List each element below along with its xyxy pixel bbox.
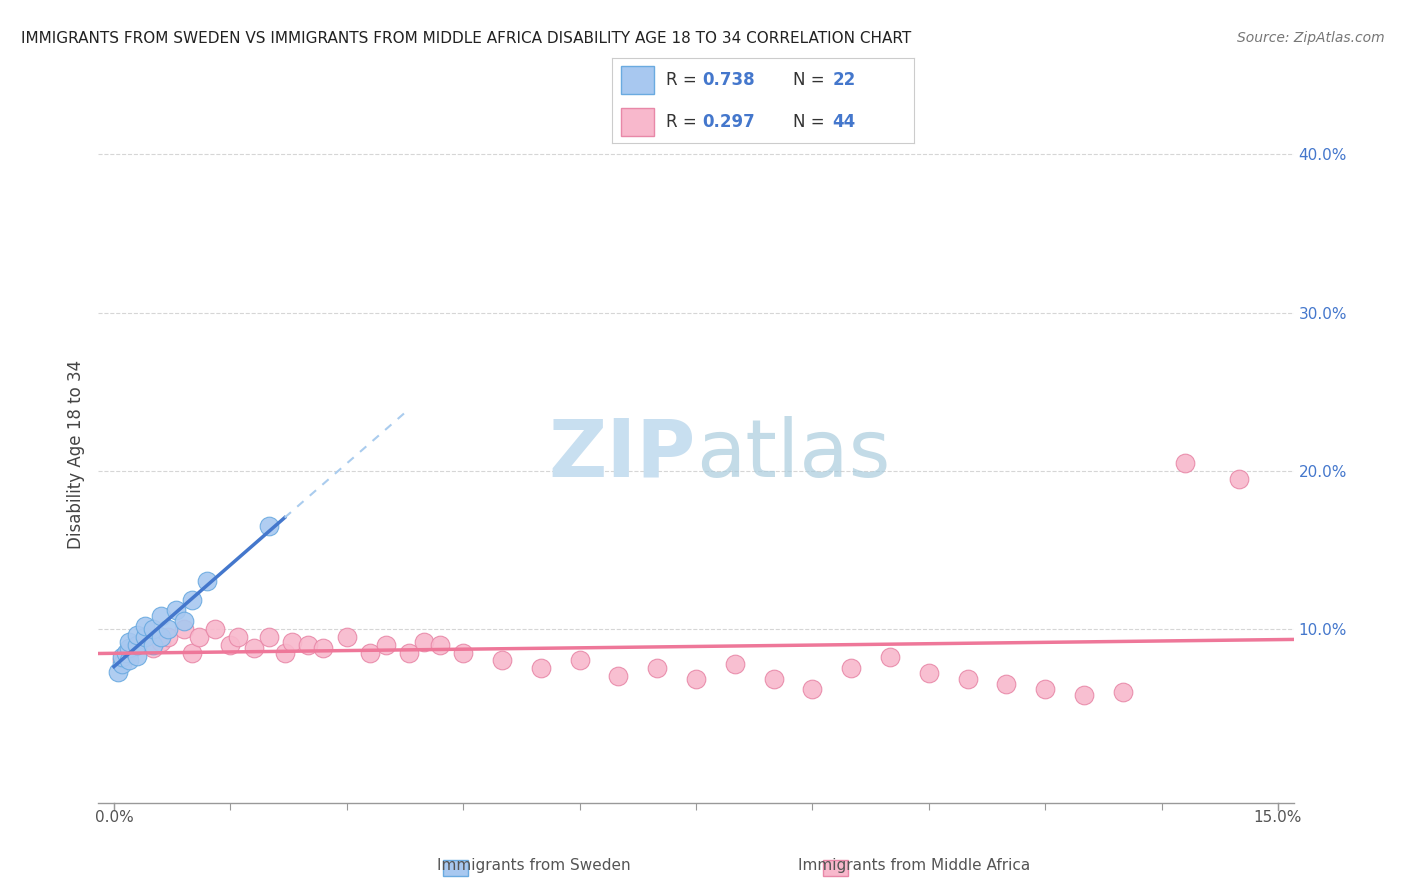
Point: [127, 638, 149, 652]
Point: [134, 630, 156, 644]
Text: 0.738: 0.738: [703, 70, 755, 88]
Point: [149, 634, 172, 648]
Point: [918, 666, 941, 681]
Point: [724, 657, 747, 671]
Point: [111, 657, 134, 671]
Point: [114, 646, 136, 660]
Point: [127, 628, 149, 642]
Text: 15.0%: 15.0%: [1254, 810, 1302, 825]
Point: [312, 640, 335, 655]
Point: [1112, 685, 1135, 699]
Text: R =: R =: [666, 113, 702, 131]
Text: Immigrants from Middle Africa: Immigrants from Middle Africa: [797, 858, 1031, 872]
Point: [995, 677, 1018, 691]
Point: [118, 634, 141, 648]
FancyBboxPatch shape: [620, 108, 654, 136]
Point: [297, 638, 319, 652]
Point: [879, 650, 901, 665]
Point: [149, 630, 172, 644]
Text: 0.297: 0.297: [703, 113, 755, 131]
Point: [180, 646, 202, 660]
Text: Source: ZipAtlas.com: Source: ZipAtlas.com: [1237, 31, 1385, 45]
Text: 0.0%: 0.0%: [94, 810, 134, 825]
Point: [956, 673, 979, 687]
Point: [429, 638, 451, 652]
Point: [142, 638, 165, 652]
Point: [839, 661, 862, 675]
Text: N =: N =: [793, 70, 830, 88]
Point: [157, 622, 180, 636]
Point: [195, 574, 218, 589]
Point: [242, 640, 264, 655]
FancyBboxPatch shape: [620, 66, 654, 94]
Point: [374, 638, 396, 652]
Point: [359, 646, 381, 660]
Point: [398, 646, 420, 660]
Point: [273, 646, 295, 660]
Point: [257, 630, 280, 644]
Point: [149, 609, 172, 624]
Point: [107, 665, 129, 679]
Point: [165, 603, 187, 617]
Point: [134, 618, 156, 632]
Point: [111, 653, 134, 667]
Point: [157, 630, 180, 644]
Point: [645, 661, 668, 675]
Point: [118, 653, 141, 667]
Text: 22: 22: [832, 70, 855, 88]
Point: [180, 593, 202, 607]
Point: [257, 519, 280, 533]
Point: [451, 646, 474, 660]
Y-axis label: Disability Age 18 to 34: Disability Age 18 to 34: [66, 360, 84, 549]
Point: [219, 638, 242, 652]
Point: [173, 622, 195, 636]
Point: [142, 622, 165, 636]
Point: [118, 640, 141, 655]
Point: [127, 648, 149, 663]
Point: [281, 634, 304, 648]
Point: [1227, 472, 1250, 486]
Point: [188, 630, 211, 644]
Point: [226, 630, 249, 644]
Point: [118, 646, 141, 660]
Point: [111, 650, 134, 665]
Point: [607, 669, 630, 683]
Point: [142, 640, 165, 655]
Point: [127, 638, 149, 652]
Text: 44: 44: [832, 113, 855, 131]
Point: [491, 653, 513, 667]
Point: [568, 653, 591, 667]
Point: [173, 614, 195, 628]
Text: atlas: atlas: [696, 416, 890, 494]
Text: IMMIGRANTS FROM SWEDEN VS IMMIGRANTS FROM MIDDLE AFRICA DISABILITY AGE 18 TO 34 : IMMIGRANTS FROM SWEDEN VS IMMIGRANTS FRO…: [21, 31, 911, 46]
Point: [1073, 688, 1095, 702]
Text: ZIP: ZIP: [548, 416, 696, 494]
Point: [801, 681, 824, 696]
Point: [685, 673, 707, 687]
Point: [1174, 456, 1197, 470]
Point: [204, 622, 226, 636]
Text: R =: R =: [666, 70, 702, 88]
Text: Immigrants from Sweden: Immigrants from Sweden: [437, 858, 631, 872]
Point: [413, 634, 436, 648]
Point: [762, 673, 785, 687]
Point: [530, 661, 553, 675]
Point: [1033, 681, 1056, 696]
Text: N =: N =: [793, 113, 830, 131]
Point: [336, 630, 359, 644]
